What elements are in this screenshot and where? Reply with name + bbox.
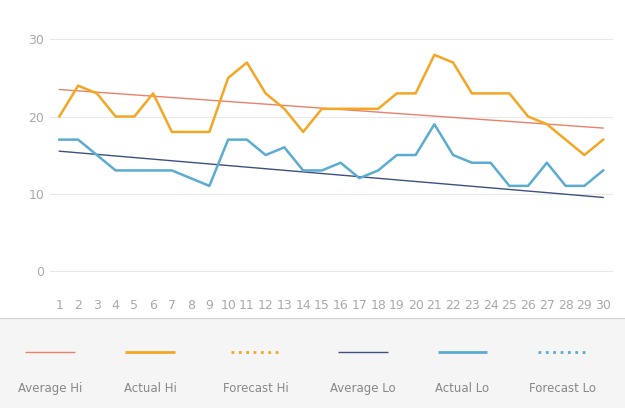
Text: Actual Hi: Actual Hi [124, 382, 176, 395]
Text: Forecast Hi: Forecast Hi [223, 382, 289, 395]
Text: Average Hi: Average Hi [18, 382, 82, 395]
Text: Average Lo: Average Lo [330, 382, 396, 395]
Text: Actual Lo: Actual Lo [436, 382, 489, 395]
Text: Forecast Lo: Forecast Lo [529, 382, 596, 395]
